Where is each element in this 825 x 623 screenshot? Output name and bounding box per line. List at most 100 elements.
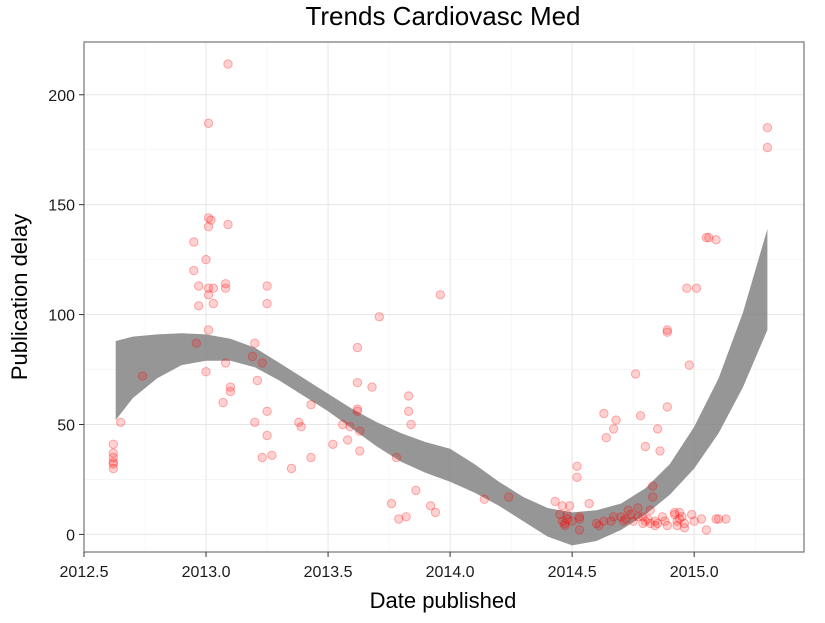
y-tick-label: 200 xyxy=(48,88,75,105)
data-point xyxy=(203,222,214,232)
data-point xyxy=(430,507,441,518)
y-tick-label: 0 xyxy=(66,527,75,544)
data-point xyxy=(630,369,641,379)
data-point xyxy=(618,516,629,526)
data-point xyxy=(411,485,421,496)
data-point xyxy=(601,433,611,443)
data-point xyxy=(623,505,633,515)
data-point xyxy=(574,514,585,524)
data-point xyxy=(338,419,348,430)
data-point xyxy=(557,516,568,526)
data-point xyxy=(621,514,631,524)
data-point xyxy=(225,382,236,392)
data-point xyxy=(711,514,721,524)
data-point xyxy=(294,417,304,427)
data-point xyxy=(562,509,572,520)
data-point xyxy=(108,439,119,449)
plot-border xyxy=(83,41,805,553)
data-point xyxy=(660,516,670,526)
data-point xyxy=(672,516,682,526)
data-point xyxy=(189,265,199,276)
data-point xyxy=(286,463,297,474)
data-point xyxy=(108,463,119,474)
data-point xyxy=(616,512,626,522)
data-point xyxy=(386,498,397,509)
data-point xyxy=(662,520,672,531)
data-point xyxy=(352,406,363,416)
data-point xyxy=(557,501,568,511)
data-point xyxy=(203,283,214,293)
data-point xyxy=(328,439,338,449)
data-point xyxy=(220,283,231,293)
x-tick-label: 2014.0 xyxy=(426,564,475,581)
data-point xyxy=(572,461,582,471)
data-point xyxy=(267,450,277,460)
data-point xyxy=(560,518,570,529)
y-tick-label: 50 xyxy=(57,418,75,435)
data-point xyxy=(401,512,411,522)
data-point xyxy=(638,512,648,522)
data-point xyxy=(355,446,365,456)
data-point xyxy=(108,459,119,469)
data-point xyxy=(611,415,621,425)
data-point xyxy=(684,360,694,370)
data-point xyxy=(674,507,685,518)
data-point xyxy=(608,424,619,434)
data-point xyxy=(208,298,219,309)
data-point xyxy=(203,325,214,335)
x-tick-label: 2012.5 xyxy=(60,564,109,581)
data-point xyxy=(352,404,363,414)
data-point xyxy=(225,386,236,397)
data-point xyxy=(345,422,355,432)
chart-title: Trends Cardiovasc Med xyxy=(305,1,580,31)
data-point xyxy=(262,406,272,416)
data-point xyxy=(655,446,665,456)
data-point xyxy=(257,452,267,463)
data-point xyxy=(652,424,663,434)
data-point xyxy=(662,325,672,335)
data-point xyxy=(257,358,267,368)
data-point xyxy=(191,338,202,348)
data-point xyxy=(638,518,648,529)
x-tick-label: 2015.0 xyxy=(670,564,719,581)
data-point xyxy=(682,283,692,293)
data-point xyxy=(565,501,575,511)
data-point xyxy=(679,523,690,533)
data-point xyxy=(669,507,680,518)
data-point xyxy=(562,514,572,524)
data-point xyxy=(108,448,119,458)
data-point xyxy=(599,516,609,526)
data-point xyxy=(206,215,216,225)
data-point xyxy=(645,518,655,529)
data-point xyxy=(250,338,260,348)
data-point xyxy=(567,516,577,526)
data-point xyxy=(352,378,363,388)
data-point xyxy=(633,512,643,522)
data-point xyxy=(648,481,658,491)
x-axis-title: Date published xyxy=(370,588,517,613)
data-point xyxy=(721,514,731,524)
data-point xyxy=(391,452,402,463)
data-point xyxy=(250,417,260,427)
x-tick-label: 2014.5 xyxy=(548,564,597,581)
data-point xyxy=(223,59,233,69)
data-point xyxy=(640,441,651,452)
data-point xyxy=(669,509,680,520)
data-point xyxy=(367,382,377,392)
data-point xyxy=(247,351,258,362)
data-point xyxy=(220,358,231,368)
data-point xyxy=(220,279,231,289)
data-point xyxy=(628,516,638,526)
data-point xyxy=(355,426,365,436)
data-point xyxy=(218,397,228,408)
data-point xyxy=(223,219,233,230)
y-tick-label: 150 xyxy=(48,198,75,215)
data-point xyxy=(352,342,363,353)
data-point xyxy=(406,419,416,430)
data-point xyxy=(635,411,646,421)
data-point xyxy=(252,375,262,386)
data-point xyxy=(425,501,436,511)
y-axis: 0 50 100 150 200 xyxy=(48,88,84,544)
data-point xyxy=(689,516,699,526)
data-point xyxy=(137,371,148,381)
